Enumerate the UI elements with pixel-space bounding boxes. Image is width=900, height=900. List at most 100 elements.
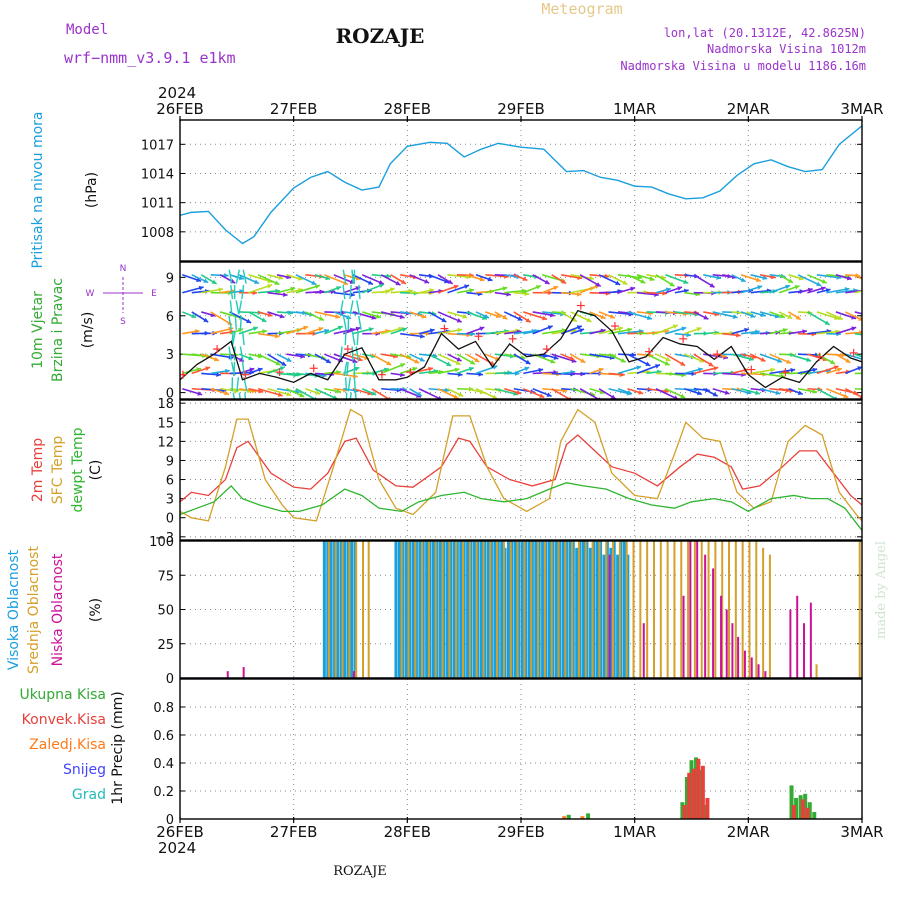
- cloud-bar: [809, 602, 812, 678]
- wind-arrowhead: [851, 326, 857, 331]
- wind-arrowhead: [312, 331, 317, 337]
- cloud-bar: [625, 541, 628, 678]
- wind-arrowhead: [845, 358, 851, 363]
- wind-arrowhead: [454, 367, 460, 373]
- cloud-bar: [431, 541, 435, 678]
- precip-unit-label: 1hr Precip (mm): [110, 691, 126, 804]
- cloud-bar: [414, 541, 417, 678]
- cloud-bar: [486, 541, 490, 678]
- wind-arrow: [239, 346, 244, 361]
- wind-arrowhead: [191, 313, 197, 319]
- cloud-bar: [510, 541, 514, 678]
- cloud-bar: [734, 541, 737, 678]
- cloud-series-label: Visoka Oblacnost: [6, 549, 22, 670]
- year-top: 2024: [158, 84, 196, 102]
- cloud-bar: [673, 541, 676, 678]
- cloud-bar: [564, 541, 567, 678]
- wind-arrowhead: [615, 280, 621, 286]
- cloud-bar: [428, 541, 432, 678]
- cloud-bar: [496, 541, 500, 678]
- wind-arrowhead: [834, 396, 838, 399]
- wind-arrowhead: [542, 315, 547, 321]
- cloud-bar: [748, 541, 751, 678]
- wind-arrowhead: [277, 392, 283, 397]
- precip-legend-label: Grad: [72, 787, 106, 803]
- wind-arrow-field: [180, 269, 879, 399]
- wind-arrowhead: [858, 316, 862, 321]
- wind-arrowhead: [798, 275, 804, 281]
- y-tick-label: 0.8: [153, 701, 174, 716]
- cloud-bar: [741, 541, 744, 678]
- panel-frame: [179, 261, 863, 400]
- cloud-bar: [550, 541, 553, 678]
- wind-arrowhead: [479, 326, 485, 331]
- wind-arrowhead: [665, 356, 671, 362]
- cloud-bar: [605, 541, 608, 678]
- wind-arrowhead: [483, 313, 489, 319]
- wind-arrowhead: [755, 277, 761, 283]
- wind-arrowhead: [414, 358, 420, 364]
- cloud-bar: [334, 541, 337, 678]
- wind-arrowhead: [777, 358, 782, 363]
- wind-arrowhead: [610, 394, 616, 399]
- cloud-bar: [554, 541, 558, 678]
- cloud-bar: [445, 541, 449, 678]
- wind-arrow: [358, 315, 362, 330]
- wind-arrow: [241, 284, 245, 300]
- cloud-bar: [584, 541, 587, 678]
- y-tick-label: 25: [157, 638, 174, 653]
- cloud-bar: [714, 541, 717, 678]
- precip-bar: [703, 805, 708, 819]
- wind-arrowhead: [318, 326, 324, 332]
- cloud-bar: [329, 541, 333, 678]
- wind-arrowhead: [419, 357, 425, 362]
- wind-arrowhead: [470, 359, 476, 365]
- wind-arrowhead: [782, 328, 788, 333]
- x-tick-label-top: 29FEB: [497, 100, 544, 118]
- cloud-bar: [401, 541, 405, 678]
- wind-arrowhead: [600, 328, 606, 334]
- cloud-bar: [411, 541, 415, 678]
- cloud-bar: [421, 541, 424, 678]
- plot-area: 26FEB 26FEB 27FEB 27FEB 28FEB 28FEB 29FEB 29FEB…: [6, 100, 884, 841]
- wind-arrowhead: [203, 317, 209, 323]
- wind-arrowhead: [469, 288, 474, 293]
- wind-arrow: [356, 300, 361, 315]
- wind-arrow: [351, 346, 354, 361]
- wind-arrowhead: [546, 392, 552, 397]
- wind-arrowhead: [691, 371, 696, 377]
- x-tick-label-bottom: 1MAR: [613, 823, 656, 841]
- temperature-series-label: dewpt Temp: [70, 427, 86, 512]
- wind-arrowhead: [646, 315, 652, 321]
- wind-arrow: [340, 346, 343, 361]
- cloud-bar: [404, 541, 408, 678]
- wind-arrow: [579, 388, 600, 399]
- wind-arrowhead: [203, 278, 209, 283]
- wind-arrowhead: [699, 358, 705, 363]
- precip-bar: [580, 816, 585, 819]
- cloud-bar: [483, 541, 487, 678]
- wind-arrowhead: [495, 313, 501, 319]
- wind-arrowhead: [389, 287, 395, 292]
- cloud-bar: [462, 541, 465, 678]
- precip-bar: [698, 770, 703, 819]
- wind-arrowhead: [401, 327, 407, 332]
- wind-arrow: [345, 392, 348, 399]
- wind-arrowhead: [627, 327, 633, 333]
- temperature-line: [179, 434, 863, 506]
- wind-arrowhead: [224, 273, 229, 278]
- cloud-bar: [547, 541, 551, 678]
- wind-arrow: [339, 300, 344, 315]
- wind-arrow: [244, 392, 247, 399]
- pressure-unit-label: (hPa): [84, 172, 100, 208]
- wind-speed-line: [180, 309, 862, 389]
- wind-arrowhead: [395, 280, 401, 286]
- cloud-bar: [608, 554, 611, 678]
- cloud-bar: [666, 541, 669, 678]
- wind-arrow: [349, 300, 354, 315]
- y-tick-label: 1017: [141, 138, 174, 153]
- temperature-line: [179, 482, 863, 531]
- wind-arrowhead: [875, 371, 879, 376]
- cloud-bar: [750, 657, 753, 678]
- x-tick-label-top: 26FEB: [156, 100, 203, 118]
